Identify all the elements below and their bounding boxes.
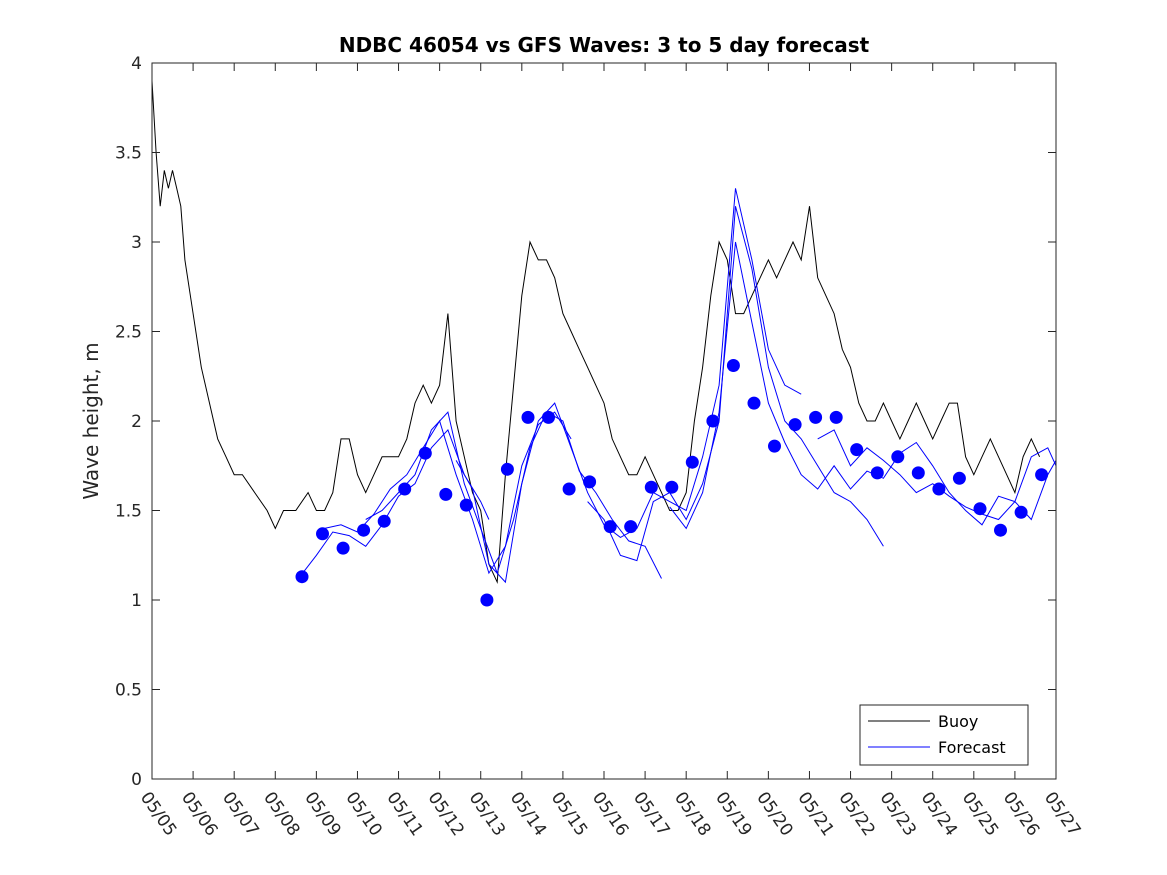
legend-label-buoy: Buoy <box>938 712 978 731</box>
forecast-marker <box>398 482 412 496</box>
forecast-marker <box>973 502 987 516</box>
y-tick-label: 1.5 <box>115 502 142 522</box>
forecast-marker <box>932 482 946 496</box>
y-tick-label: 0 <box>131 770 142 790</box>
forecast-marker <box>603 520 617 534</box>
forecast-marker <box>624 520 638 534</box>
forecast-marker <box>644 480 658 494</box>
buoy-series-line <box>152 80 1041 585</box>
y-tick-label: 3 <box>131 233 142 253</box>
y-tick-label: 1 <box>131 591 142 611</box>
y-tick-label: 2 <box>131 412 142 432</box>
forecast-marker <box>1014 505 1028 519</box>
forecast-marker <box>542 410 555 424</box>
forecast-marker <box>418 446 432 460</box>
forecast-marker <box>829 410 843 424</box>
legend-label-forecast: Forecast <box>938 738 1006 757</box>
legend: Buoy Forecast <box>859 704 1029 766</box>
forecast-run-line <box>455 188 802 584</box>
forecast-marker <box>562 482 576 496</box>
forecast-marker <box>1035 468 1049 482</box>
forecast-marker <box>357 523 371 537</box>
forecast-marker <box>316 527 329 541</box>
forecast-marker <box>521 410 535 424</box>
forecast-run-line <box>365 411 662 579</box>
chart-title: NDBC 46054 vs GFS Waves: 3 to 5 day fore… <box>339 33 870 57</box>
forecast-run-line <box>669 241 1056 530</box>
y-tick-label: 3.5 <box>115 144 142 164</box>
forecast-marker <box>891 450 905 464</box>
y-tick-label: 0.5 <box>115 681 142 701</box>
forecast-marker <box>439 487 453 501</box>
forecast-marker <box>768 439 781 453</box>
forecast-marker <box>500 462 514 476</box>
forecast-marker <box>911 466 925 480</box>
forecast-marker <box>788 418 802 432</box>
forecast-marker <box>459 498 473 512</box>
forecast-marker <box>870 466 884 480</box>
forecast-marker <box>336 541 350 555</box>
forecast-marker <box>809 410 823 424</box>
forecast-run-line <box>587 206 884 562</box>
forecast-marker <box>747 396 761 410</box>
forecast-marker <box>295 570 309 584</box>
forecast-marker <box>377 514 391 528</box>
y-axis: 0 0.5 1 1.5 2 2.5 3 3.5 4 <box>115 54 1056 790</box>
y-tick-label: 4 <box>131 54 142 74</box>
forecast-marker <box>726 359 740 372</box>
forecast-marker <box>583 475 597 489</box>
y-axis-label: Wave height, m <box>79 342 103 499</box>
forecast-marker <box>480 593 494 607</box>
forecast-run-line <box>324 411 572 575</box>
forecast-marker <box>706 414 720 428</box>
forecast-marker <box>994 523 1007 537</box>
forecast-marker <box>952 471 966 485</box>
y-tick-label: 2.5 <box>115 323 142 343</box>
forecast-marker <box>850 443 864 457</box>
legend-box <box>859 704 1029 766</box>
forecast-marker <box>685 455 699 469</box>
forecast-marker <box>665 480 679 494</box>
